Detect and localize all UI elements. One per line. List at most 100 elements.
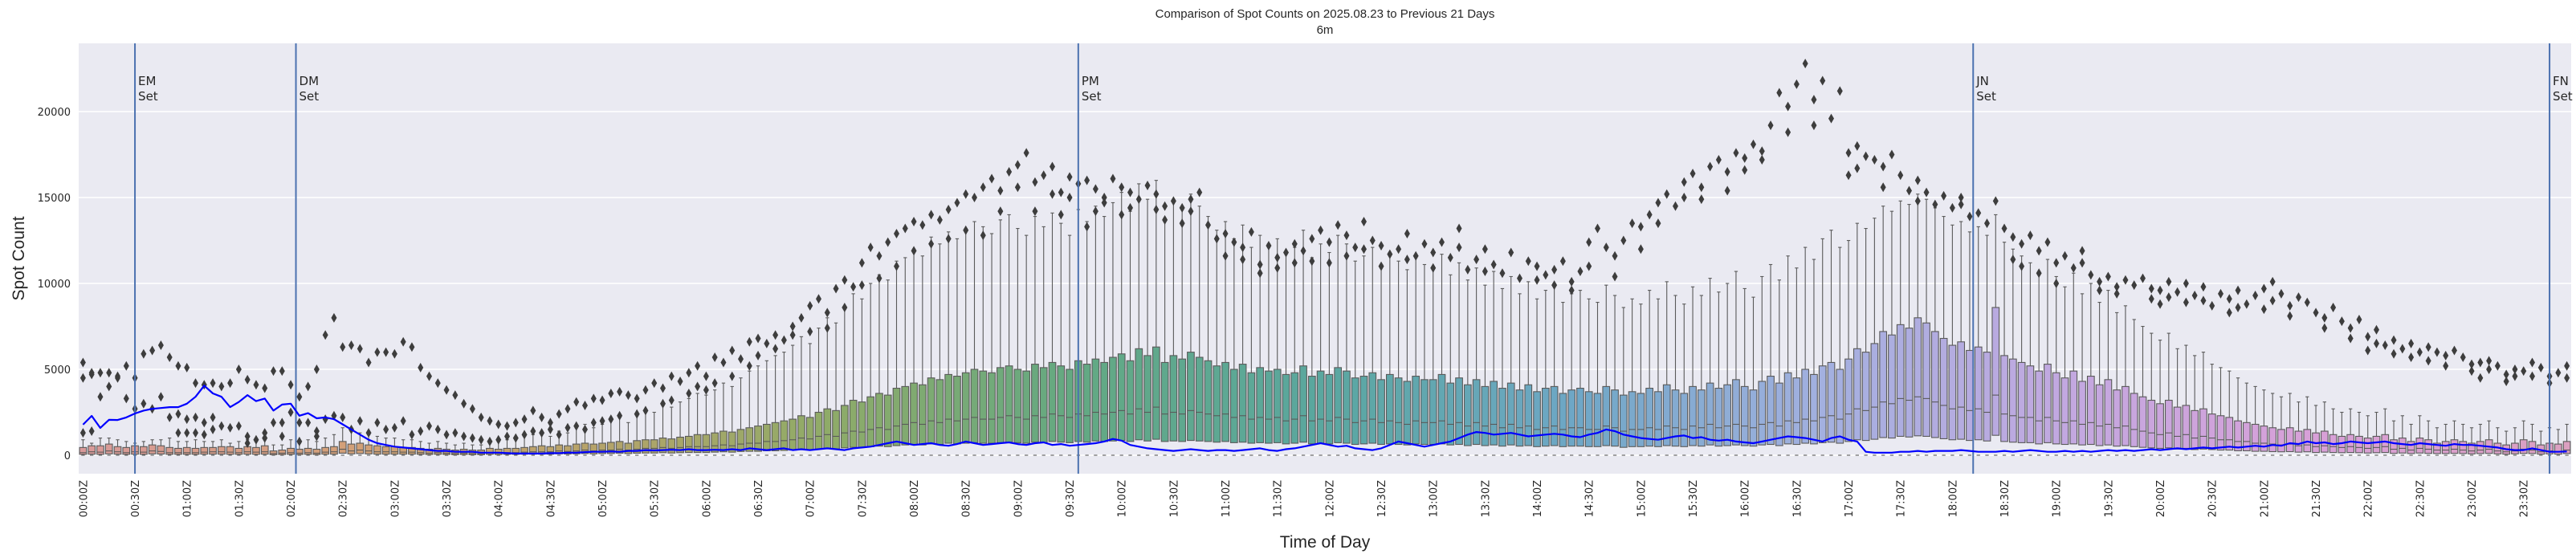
outlier-point [357, 416, 363, 426]
box [564, 432, 572, 456]
box-iqr [2234, 420, 2242, 451]
outlier-point [1153, 189, 1160, 199]
box [1792, 267, 1801, 456]
box-iqr [174, 447, 182, 455]
outlier-point [235, 365, 242, 375]
x-tick-label: 18:00Z [1947, 480, 1959, 517]
box [546, 435, 555, 456]
x-tick-label: 10:30Z [1168, 480, 1180, 517]
box-iqr [1481, 385, 1490, 446]
box [1057, 222, 1066, 456]
outlier-point [2529, 371, 2535, 381]
box-iqr [996, 367, 1005, 443]
box [2355, 411, 2363, 456]
event-label: PM [1082, 74, 1099, 88]
outlier-point [2374, 324, 2379, 335]
box-iqr [1091, 358, 1100, 442]
x-tick-label: 19:00Z [2052, 480, 2064, 517]
box [2199, 352, 2207, 456]
outlier-point [331, 312, 337, 323]
outlier-point [374, 347, 381, 357]
outlier-point [2486, 365, 2492, 375]
outlier-point [2269, 276, 2276, 287]
box-iqr [953, 376, 961, 445]
outlier-point [2521, 366, 2527, 377]
box-iqr [2008, 358, 2017, 443]
event-label: Set [138, 89, 158, 104]
outlier-point [2166, 276, 2172, 287]
box-iqr [1455, 377, 1463, 446]
box [1783, 255, 1792, 456]
outlier-point [512, 433, 519, 443]
outlier-point [149, 345, 156, 356]
outlier-point [1066, 172, 1073, 182]
outlier-point [1188, 194, 1194, 205]
outlier-point [1482, 244, 1488, 255]
outlier-point [1785, 101, 1791, 112]
outlier-point [755, 350, 761, 360]
outlier-point [1291, 258, 1298, 268]
box [2476, 423, 2484, 456]
event-label: Set [2553, 89, 2573, 104]
outlier-point [772, 344, 779, 354]
box [2251, 385, 2260, 456]
outlier-point [2226, 308, 2232, 318]
outlier-point [556, 430, 562, 440]
outlier-point [2079, 258, 2085, 268]
outlier-point [1101, 198, 1107, 208]
x-tick-label: 03:30Z [442, 480, 454, 517]
outlier-point [1992, 196, 1999, 206]
outlier-point [1387, 249, 1393, 259]
outlier-point [1006, 166, 1013, 177]
outlier-point [1188, 206, 1194, 217]
box-iqr [901, 385, 910, 446]
box-iqr [1273, 369, 1282, 443]
outlier-point [2347, 323, 2354, 333]
box-iqr [918, 384, 927, 446]
box-iqr [2199, 408, 2207, 450]
box [1567, 293, 1576, 456]
outlier-point [2122, 275, 2129, 285]
outlier-point [1785, 127, 1791, 137]
box-series [79, 180, 2571, 456]
box [1645, 290, 1654, 456]
box [1403, 269, 1412, 456]
box-iqr [676, 436, 684, 454]
x-tick-label: 20:30Z [2207, 480, 2219, 517]
box [2468, 427, 2476, 456]
outlier-point [1135, 194, 1142, 205]
box [1437, 254, 1446, 456]
box-iqr [1472, 379, 1481, 446]
outlier-point [1958, 199, 1964, 210]
outlier-point [253, 380, 259, 390]
box [1282, 251, 1290, 456]
box-iqr [2242, 422, 2251, 451]
outlier-point [755, 333, 761, 344]
box-iqr [1351, 377, 1359, 446]
box-iqr [1187, 352, 1195, 442]
outlier-point [391, 422, 397, 433]
outlier-point [2477, 373, 2484, 383]
box [1749, 296, 1758, 456]
box-iqr [1143, 355, 1151, 442]
box-iqr [1758, 381, 1767, 446]
outlier-point [1664, 189, 1670, 199]
box-iqr [1256, 367, 1265, 443]
box [330, 434, 338, 456]
outlier-point [1958, 193, 1964, 203]
box-iqr [1247, 372, 1256, 444]
box-iqr [702, 434, 711, 454]
outlier-point [271, 366, 276, 377]
box [1229, 238, 1238, 456]
chart-subtitle: 6m [1317, 23, 1334, 37]
box-iqr [157, 445, 165, 455]
outlier-point [1612, 250, 1618, 261]
event-label: DM [300, 74, 320, 88]
box-iqr [1238, 364, 1247, 443]
outlier-point [711, 378, 718, 389]
box-iqr [2044, 364, 2052, 443]
box [684, 397, 693, 456]
box-iqr [1420, 379, 1429, 446]
outlier-point [279, 431, 285, 442]
box [615, 417, 624, 456]
